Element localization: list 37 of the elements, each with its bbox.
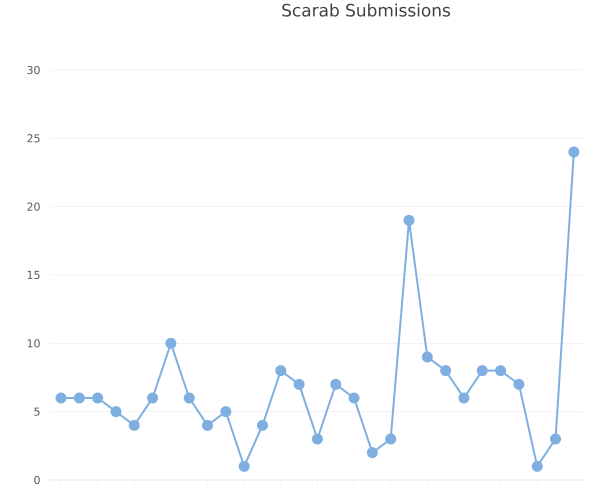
point xyxy=(495,365,506,376)
y-tick-label: 15 xyxy=(28,270,40,280)
point xyxy=(385,433,396,444)
point xyxy=(275,365,286,376)
y-tick-label: 25 xyxy=(27,134,40,142)
point xyxy=(550,433,562,444)
point xyxy=(220,406,232,418)
point xyxy=(110,406,122,418)
point xyxy=(404,214,415,226)
y-tick-label: 0 xyxy=(34,476,40,484)
y-tick-label: 30 xyxy=(27,66,40,74)
point xyxy=(165,338,176,349)
point xyxy=(476,365,488,376)
point xyxy=(568,146,580,158)
y-tick-label: 5 xyxy=(34,408,40,416)
point xyxy=(312,433,323,444)
point xyxy=(513,378,524,390)
point xyxy=(366,447,378,458)
point xyxy=(74,392,85,404)
point xyxy=(440,365,452,376)
point xyxy=(202,420,214,431)
chart-title: Scarab Submissions xyxy=(282,4,450,17)
point xyxy=(330,378,342,390)
point xyxy=(55,392,66,404)
y-tick-label: 10 xyxy=(28,339,40,348)
point xyxy=(294,378,305,390)
point xyxy=(348,392,360,404)
point xyxy=(532,460,543,472)
point xyxy=(184,392,195,404)
point xyxy=(147,392,158,404)
point xyxy=(458,392,470,404)
y-tick-label: 20 xyxy=(27,202,40,211)
point xyxy=(92,392,104,404)
point xyxy=(128,420,140,431)
point xyxy=(256,420,268,431)
point xyxy=(422,351,433,362)
point xyxy=(238,460,250,472)
